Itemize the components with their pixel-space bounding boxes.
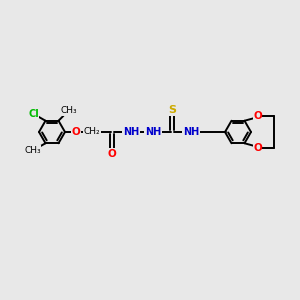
Text: NH: NH [183,127,199,137]
Text: CH₃: CH₃ [60,106,77,115]
Text: O: O [253,143,262,153]
Text: NH: NH [123,127,139,137]
Text: O: O [253,111,262,121]
Text: NH: NH [145,127,161,137]
Text: O: O [72,127,80,137]
Text: S: S [168,105,176,115]
Text: CH₂: CH₂ [84,128,100,136]
Text: CH₃: CH₃ [24,146,41,155]
Text: O: O [108,149,116,159]
Text: Cl: Cl [28,109,39,119]
